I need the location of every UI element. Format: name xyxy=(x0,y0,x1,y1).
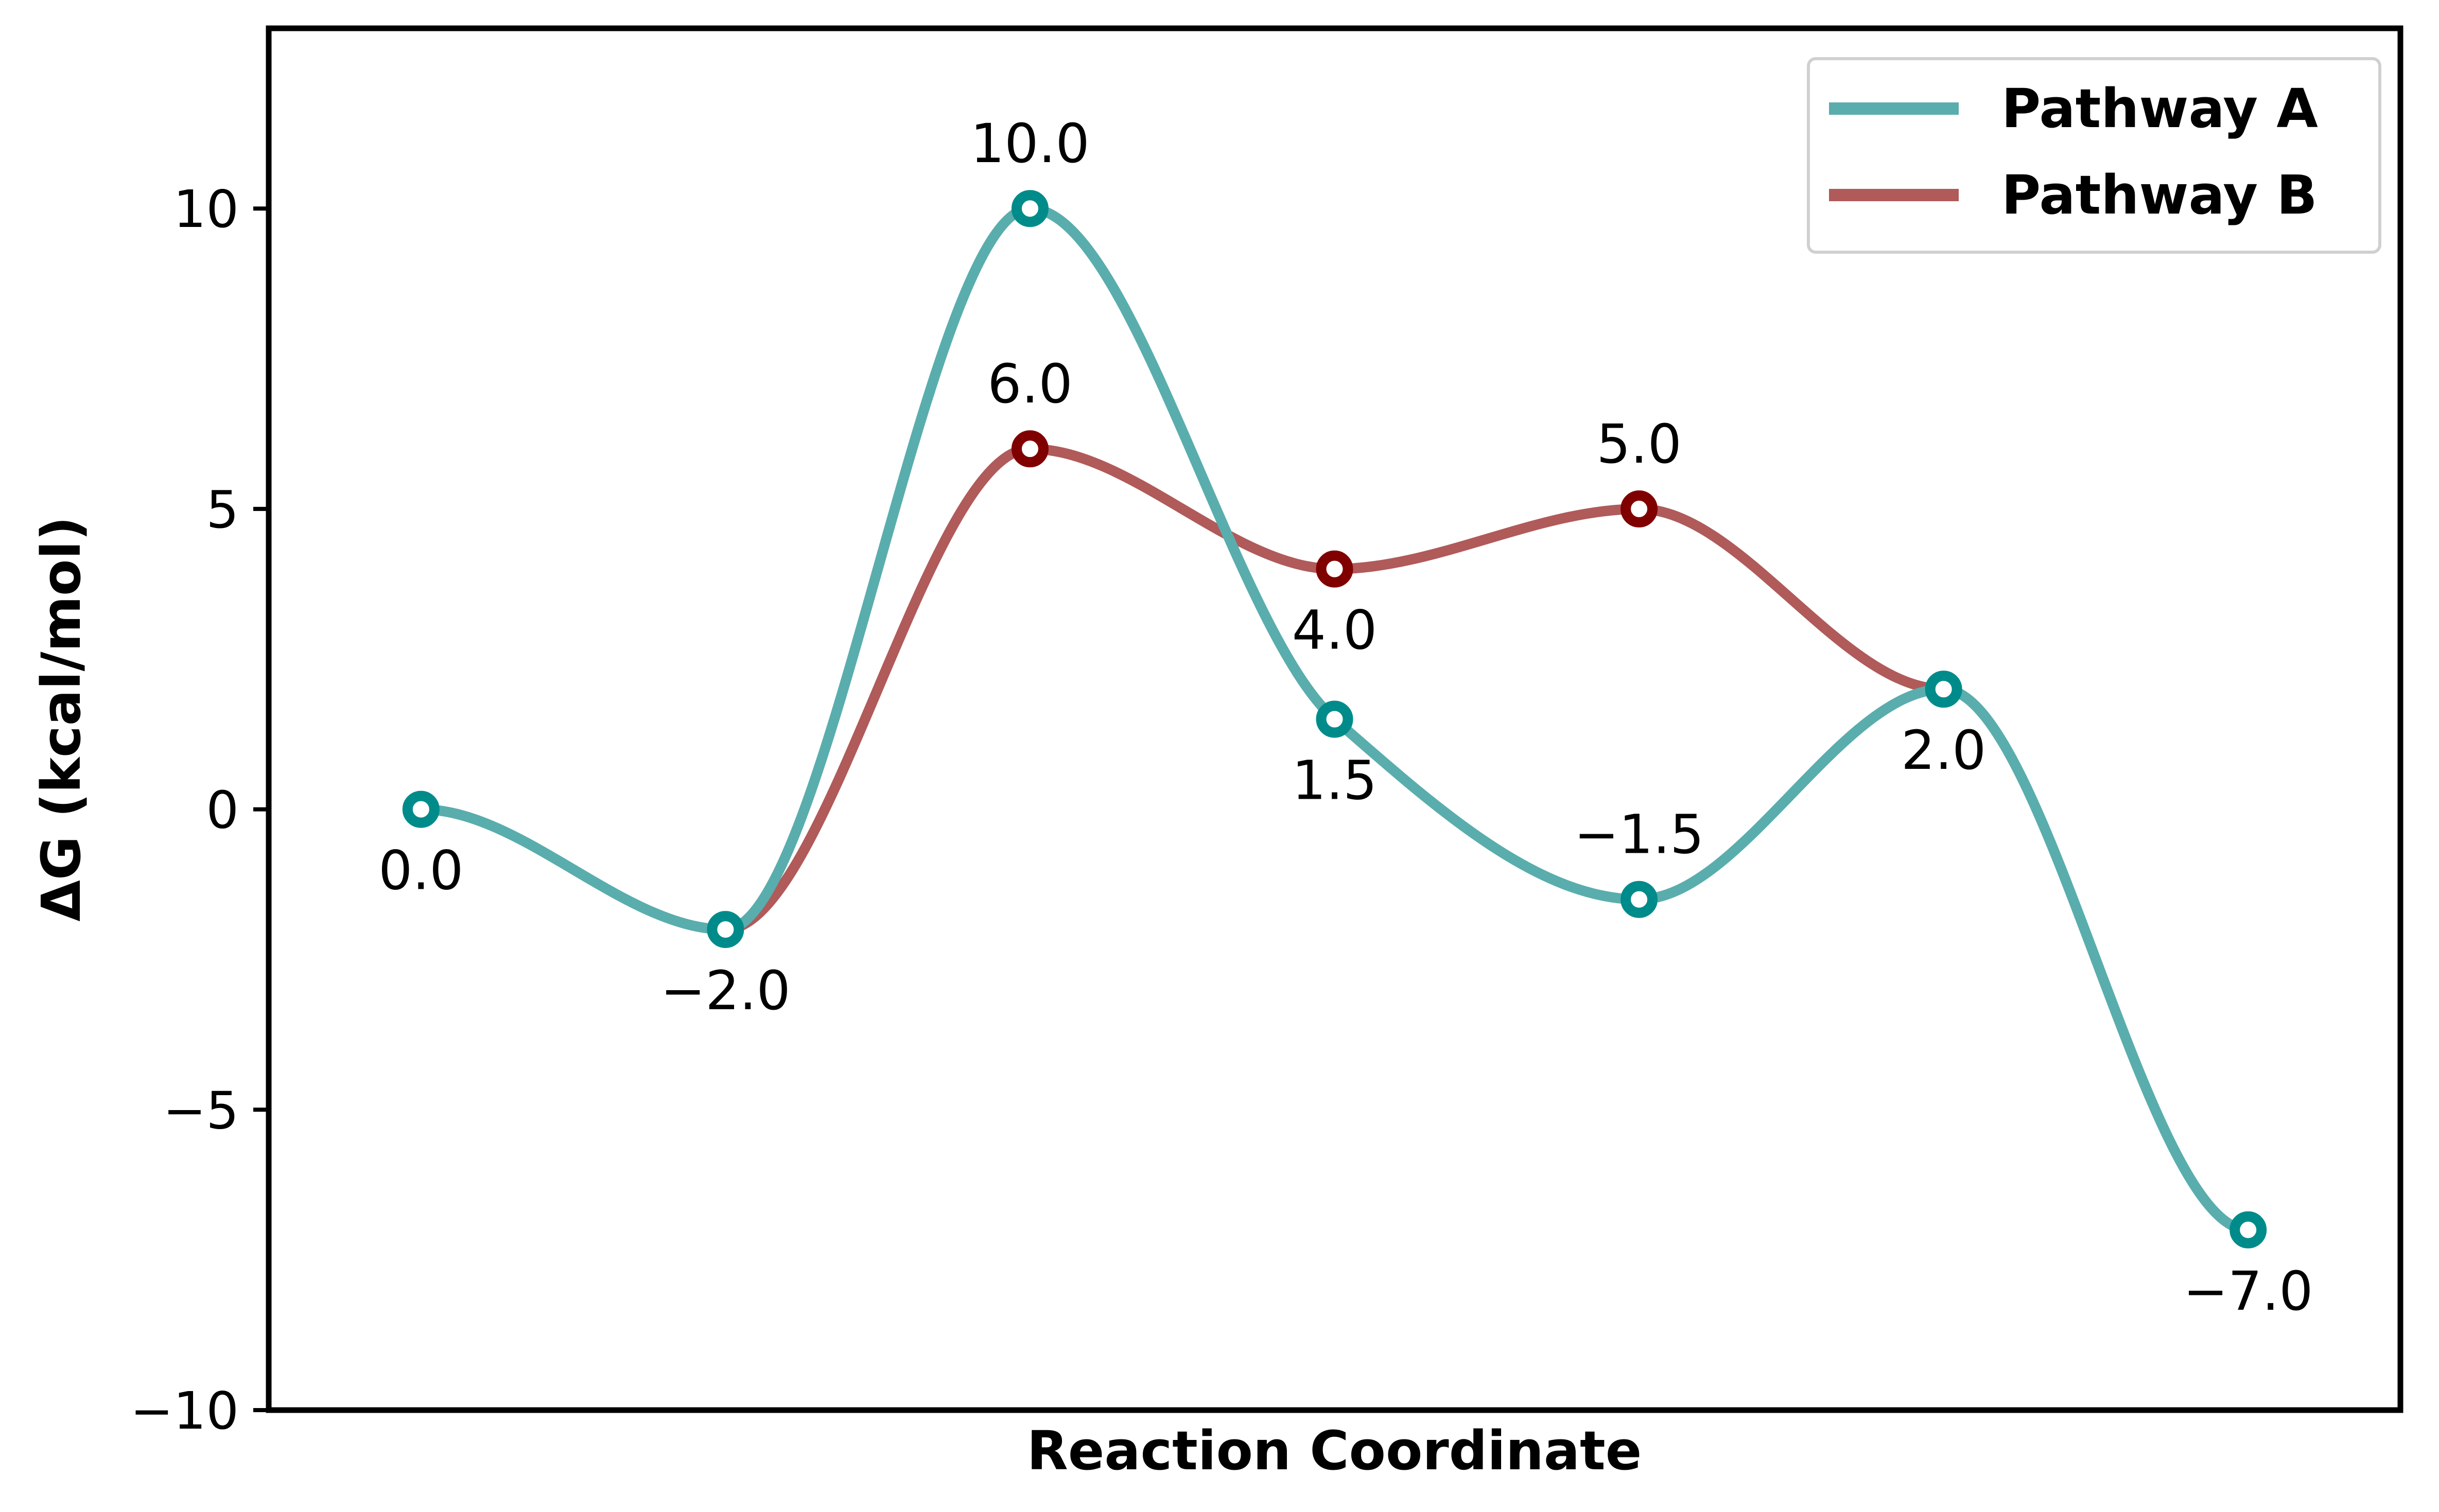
data-label: −7.0 xyxy=(2183,1260,2313,1323)
data-point-marker xyxy=(707,911,744,948)
legend-label-pathway-b: Pathway B xyxy=(2001,164,2318,226)
data-point-marker xyxy=(1011,430,1049,468)
data-point-marker xyxy=(1925,671,1962,708)
data-point-marker xyxy=(402,790,440,828)
data-point-marker xyxy=(1011,190,1049,227)
series-line-pathway-b xyxy=(720,444,1949,935)
legend: Pathway A Pathway B xyxy=(1807,57,2381,254)
y-tick-label: −10 xyxy=(130,1381,239,1441)
y-axis-ticks: −10 −5 0 5 10 xyxy=(130,179,269,1441)
data-label: 4.0 xyxy=(1292,599,1377,662)
plot-frame xyxy=(266,25,2403,1413)
data-label: 5.0 xyxy=(1596,413,1681,476)
data-point-marker xyxy=(1621,881,1658,918)
x-axis-title: Reaction Coordinate xyxy=(1027,1419,1642,1482)
y-tick-label: −5 xyxy=(163,1080,239,1140)
data-label: −2.0 xyxy=(660,959,791,1022)
series-markers xyxy=(402,190,2267,1249)
data-point-marker xyxy=(1316,550,1353,588)
y-tick-label: 0 xyxy=(206,780,239,840)
data-label: 6.0 xyxy=(987,353,1072,415)
data-label: 10.0 xyxy=(970,112,1090,175)
data-label: −1.5 xyxy=(1574,803,1704,866)
data-point-marker xyxy=(1621,490,1658,528)
y-tick-label: 5 xyxy=(206,480,239,540)
data-label: 1.5 xyxy=(1292,749,1377,812)
data-label: 0.0 xyxy=(378,839,463,902)
data-point-marker xyxy=(2229,1211,2267,1249)
legend-label-pathway-a: Pathway A xyxy=(2001,77,2318,140)
data-labels: 0.0 −2.0 10.0 1.5 −1.5 2.0 −7.0 6.0 4.0 5.0 xyxy=(378,112,2313,1323)
y-tick-label: 10 xyxy=(173,179,239,239)
data-label: 2.0 xyxy=(1901,719,1986,782)
series-line-pathway-a xyxy=(415,203,2254,1235)
series-curves xyxy=(415,203,2254,1235)
y-axis-title: ΔG (kcal/mol) xyxy=(30,516,93,921)
data-point-marker xyxy=(1316,700,1353,738)
